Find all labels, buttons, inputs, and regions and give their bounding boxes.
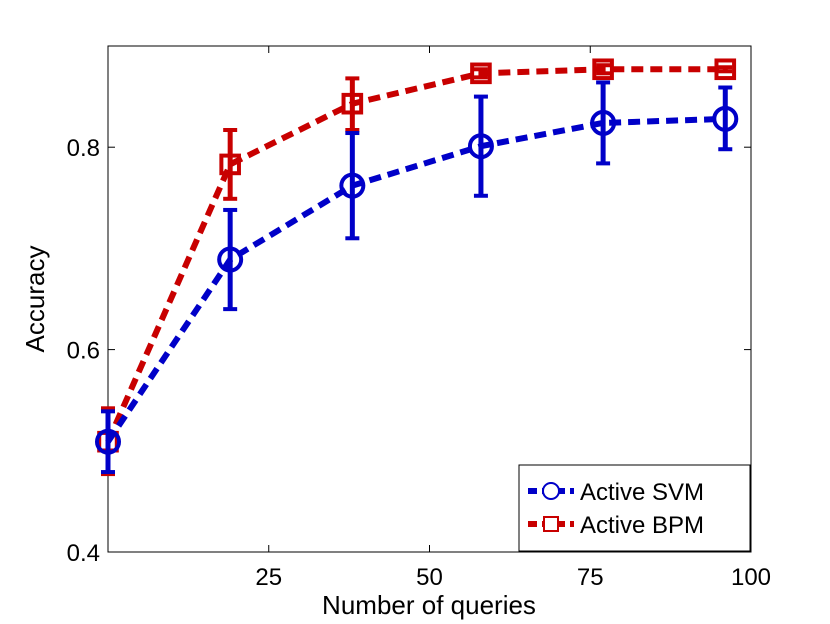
data-point [339, 172, 366, 199]
legend-entries [528, 482, 574, 532]
data-point [712, 105, 739, 132]
x-tick-label: 75 [577, 564, 604, 591]
y-tick-label: 0.4 [67, 540, 100, 567]
legend-box [518, 464, 751, 552]
data-point [714, 58, 737, 81]
legend-label-svm: Active SVM [580, 479, 704, 506]
data-point [219, 153, 241, 176]
data-point [590, 109, 617, 136]
x-tick-label: 25 [255, 564, 282, 591]
y-tick-labels: 0.4 0.6 0.8 [67, 135, 100, 567]
legend-marker [542, 482, 560, 500]
x-axis-label: Number of queries [322, 590, 536, 620]
data-point [95, 428, 121, 455]
y-axis-label: Accuracy [20, 246, 50, 353]
y-tick-label: 0.8 [67, 135, 100, 162]
series-active-bpm [97, 58, 737, 477]
x-tick-label: 100 [731, 564, 771, 591]
series-line [105, 66, 726, 443]
series-layer [95, 58, 739, 477]
x-tick-label: 50 [416, 564, 443, 591]
legend: Active SVM Active BPM [518, 464, 751, 552]
series-line [105, 115, 726, 444]
data-point [217, 246, 244, 273]
data-point [467, 133, 494, 160]
legend-marker [543, 516, 559, 532]
y-tick-label: 0.6 [67, 338, 100, 365]
legend-label-bpm: Active BPM [580, 512, 704, 539]
data-point [470, 62, 492, 85]
x-tick-labels: 25 50 75 100 [255, 564, 771, 591]
data-point [592, 58, 614, 81]
axis-ticks [108, 46, 752, 553]
series-active-svm [95, 80, 739, 475]
data-point [341, 92, 364, 115]
